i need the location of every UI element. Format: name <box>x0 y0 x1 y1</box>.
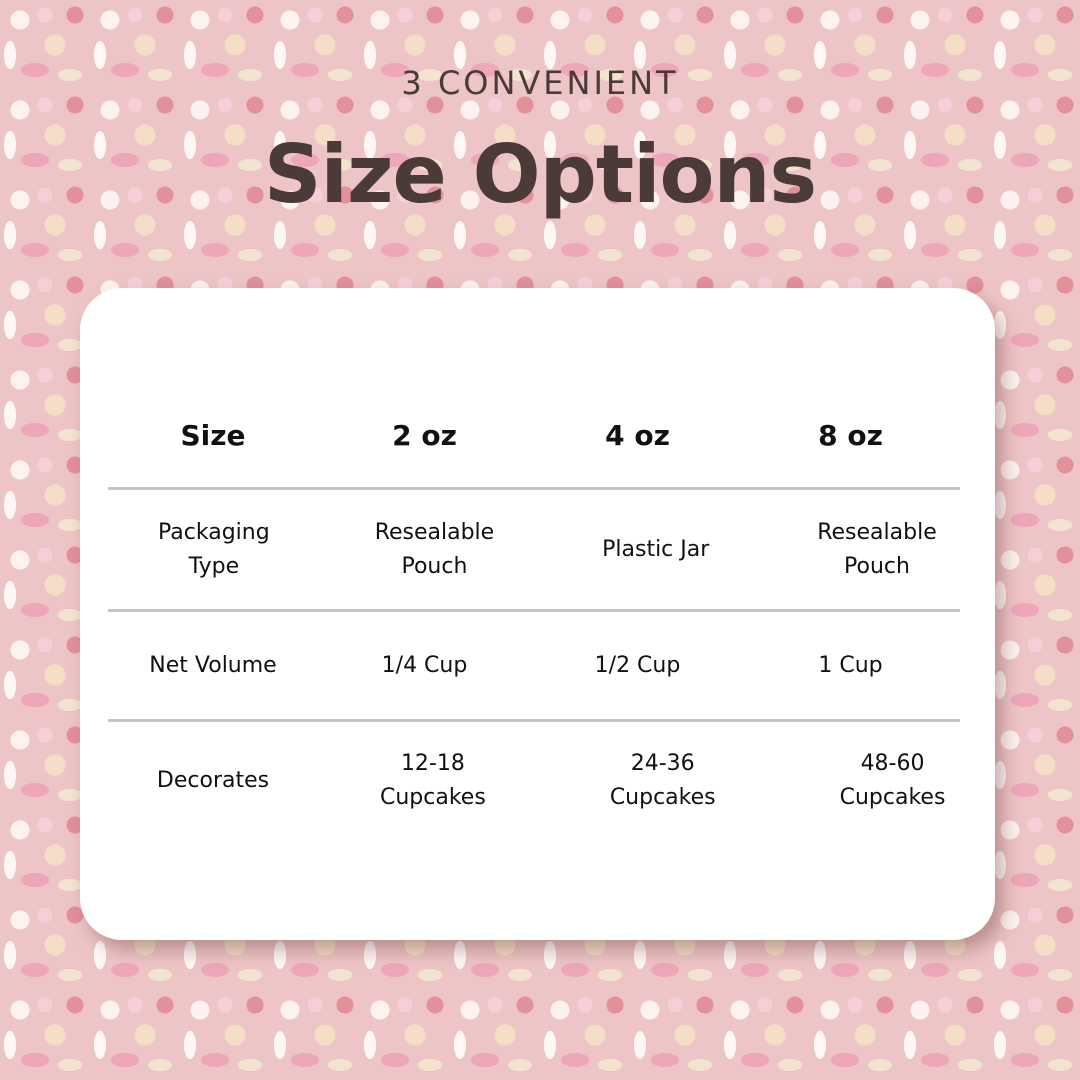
eyebrow-text: 3 CONVENIENT <box>401 64 679 102</box>
table-cell: 1/4 Cup <box>381 653 468 678</box>
table-cell: 24-36 Cupcakes <box>609 751 716 810</box>
table-cell: 1/2 Cup <box>594 653 681 678</box>
table-cell: Plastic Jar <box>602 537 710 562</box>
divider <box>108 719 960 722</box>
row-label: Decorates <box>156 768 270 793</box>
column-header: 2 oz <box>392 419 457 452</box>
table-cell: 1 Cup <box>818 653 883 678</box>
table-cell: Resealable Pouch <box>817 520 937 579</box>
table-cell: 12-18 Cupcakes <box>380 751 486 810</box>
divider <box>108 487 960 490</box>
table-cell: Resealable Pouch <box>374 520 495 579</box>
divider <box>108 609 960 612</box>
page-title: Size Options <box>263 128 817 221</box>
column-header: 8 oz <box>818 419 883 452</box>
row-label: Packaging Type <box>158 520 270 579</box>
table-row: Net Volume 1/4 Cup 1/2 Cup 1 Cup <box>108 648 960 684</box>
table-cell: 48-60 Cupcakes <box>839 751 946 810</box>
table-header-row: Size 2 oz 4 oz 8 oz <box>108 416 960 456</box>
size-table-card: Size 2 oz 4 oz 8 oz Packaging Type Resea… <box>80 288 995 940</box>
column-header: Size <box>180 419 246 452</box>
table-row: Packaging Type Resealable Pouch Plastic … <box>108 515 960 585</box>
row-label: Net Volume <box>149 653 277 678</box>
column-header: 4 oz <box>605 419 670 452</box>
table-row: Decorates 12-18 Cupcakes 24-36 Cupcakes … <box>108 746 960 816</box>
